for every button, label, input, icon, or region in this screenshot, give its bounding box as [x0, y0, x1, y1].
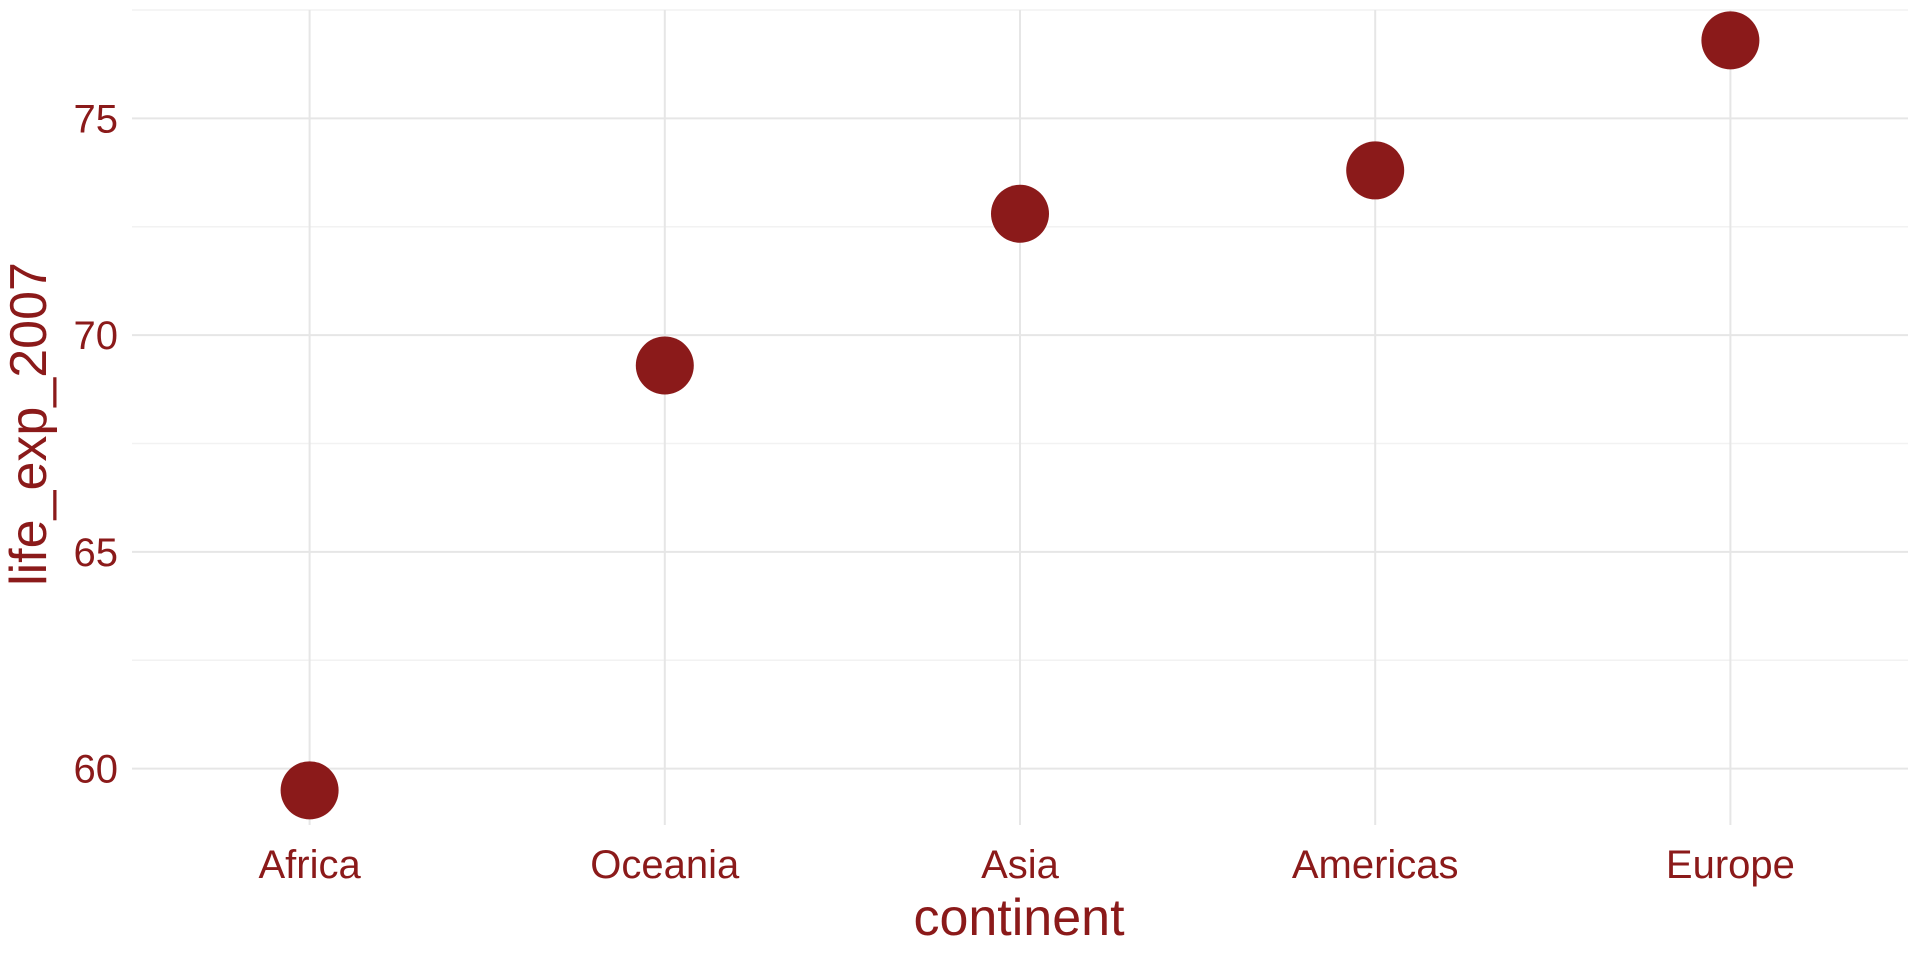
data-point-asia	[991, 184, 1049, 243]
x-tick-label: Africa	[258, 843, 361, 887]
y-tick-label: 70	[74, 314, 119, 358]
y-tick-label: 75	[74, 97, 119, 141]
y-axis-ticks: 60 65 70 75	[74, 97, 119, 791]
data-points	[280, 11, 1760, 820]
x-tick-label: Americas	[1292, 843, 1459, 887]
x-tick-label: Asia	[981, 843, 1060, 887]
data-point-europe	[1701, 11, 1760, 70]
y-tick-label: 60	[74, 748, 119, 792]
x-axis-title: continent	[913, 889, 1125, 947]
x-axis-ticks: Africa Oceania Asia Americas Europe	[258, 843, 1794, 887]
y-axis-title: life_exp_2007	[0, 262, 58, 586]
data-point-oceania	[635, 336, 694, 395]
y-tick-label: 65	[74, 531, 119, 575]
grid	[132, 9, 1908, 825]
x-tick-label: Oceania	[590, 843, 740, 887]
x-tick-label: Europe	[1666, 843, 1795, 887]
data-point-americas	[1346, 141, 1405, 200]
data-point-africa	[280, 761, 339, 820]
